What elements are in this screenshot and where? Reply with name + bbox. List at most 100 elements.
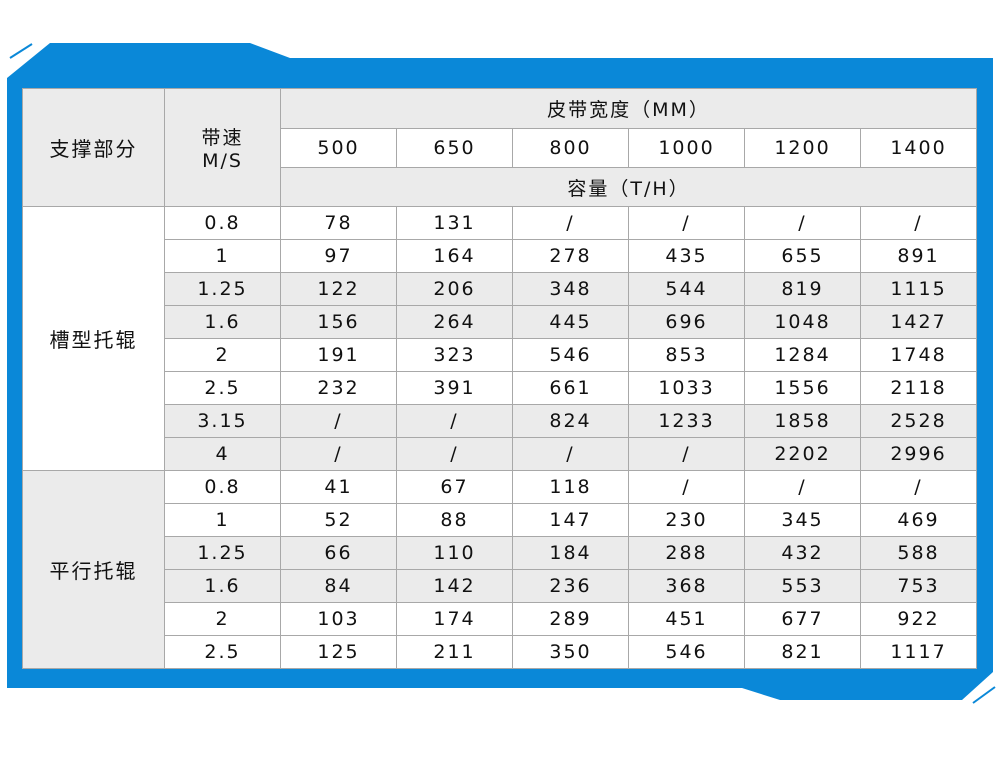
speed-cell: 2 [164,338,281,372]
capacity-header: 容量（T/H） [280,167,977,207]
belt-width-header: 皮带宽度（MM） [280,88,977,129]
capacity-cell: 131 [396,206,513,240]
capacity-cell: 88 [396,503,513,537]
speed-cell: 2 [164,602,281,636]
capacity-cell: 142 [396,569,513,603]
table-row: 1 97 164 278 435 655 891 [23,239,977,273]
capacity-cell: 278 [512,239,629,273]
width-header-cell: 1200 [744,128,861,168]
capacity-cell: 323 [396,338,513,372]
width-header-cell: 1000 [628,128,745,168]
speed-cell: 1.6 [164,305,281,339]
capacity-cell: 289 [512,602,629,636]
capacity-cell: 110 [396,536,513,570]
capacity-cell: 41 [280,470,397,504]
speed-header: 带速 M/S [164,88,281,207]
group-label: 槽型托辊 [22,206,165,471]
table-row: 2.5 125 211 350 546 821 1117 [23,635,977,669]
capacity-cell: 824 [512,404,629,438]
speed-header-line1: 带速 [201,127,244,149]
capacity-cell: 164 [396,239,513,273]
capacity-cell: 232 [280,371,397,405]
capacity-cell: 2528 [860,404,977,438]
capacity-cell: 1748 [860,338,977,372]
capacity-cell: 206 [396,272,513,306]
capacity-cell: / [744,206,861,240]
capacity-cell: 103 [280,602,397,636]
capacity-cell: 67 [396,470,513,504]
capacity-cell: 97 [280,239,397,273]
capacity-cell: 1284 [744,338,861,372]
table-row: 平行托辊 0.8 41 67 118// / [22,470,977,669]
capacity-cell: 345 [744,503,861,537]
capacity-cell: 432 [744,536,861,570]
capacity-cell: 2996 [860,437,977,471]
capacity-cell: 156 [280,305,397,339]
capacity-cell: / [744,470,861,504]
capacity-cell: 174 [396,602,513,636]
table-row: 槽型托辊 0.8 78 131// / / [22,206,977,471]
capacity-cell: 546 [628,635,745,669]
speed-cell: 1.25 [164,536,281,570]
speed-cell: 3.15 [164,404,281,438]
capacity-cell: / [512,206,629,240]
capacity-cell: 78 [280,206,397,240]
capacity-cell: 753 [860,569,977,603]
table-row: 1.6 84 142 236 368 553 753 [23,569,977,603]
capacity-cell: / [860,206,977,240]
capacity-cell: 184 [512,536,629,570]
capacity-cell: 368 [628,569,745,603]
table-row: 2 191 323 546 853 1284 1748 [23,338,977,372]
speed-cell: 2.5 [164,635,281,669]
speed-cell: 1 [164,503,281,537]
capacity-cell: 1117 [860,635,977,669]
decor-line-top-left [9,43,33,59]
capacity-cell: 147 [512,503,629,537]
capacity-cell: 435 [628,239,745,273]
capacity-cell: 891 [860,239,977,273]
capacity-cell: / [628,470,745,504]
capacity-cell: 125 [280,635,397,669]
capacity-cell: 52 [280,503,397,537]
capacity-cell: 1033 [628,371,745,405]
capacity-cell: 1427 [860,305,977,339]
width-header-cell: 800 [512,128,629,168]
capacity-cell: 553 [744,569,861,603]
capacity-cell: 451 [628,602,745,636]
capacity-cell: 922 [860,602,977,636]
capacity-cell: 66 [280,536,397,570]
capacity-cell: 191 [280,338,397,372]
capacity-cell: 350 [512,635,629,669]
table-row: 2 103 174 289 451 677 922 [23,602,977,636]
support-header: 支撑部分 [22,88,165,207]
capacity-cell: / [396,437,513,471]
capacity-cell: 661 [512,371,629,405]
speed-header-line2: M/S [202,150,243,172]
speed-cell: 0.8 [164,470,281,504]
speed-cell: 4 [164,437,281,471]
capacity-cell: 348 [512,272,629,306]
capacity-cell: / [628,437,745,471]
capacity-cell: 544 [628,272,745,306]
width-header-cell: 650 [396,128,513,168]
capacity-cell: 84 [280,569,397,603]
table-row: 2.5 232 391 661 1033 1556 2118 [23,371,977,405]
table-row: 1.25 122 206 348 544 819 1115 [23,272,977,306]
table-row: 4// //2202 2996 [23,437,977,471]
capacity-cell: 118 [512,470,629,504]
capacity-cell: 236 [512,569,629,603]
capacity-cell: / [396,404,513,438]
group-label: 平行托辊 [22,470,165,669]
capacity-cell: 696 [628,305,745,339]
width-header-cell: 1400 [860,128,977,168]
capacity-cell: 588 [860,536,977,570]
capacity-cell: 264 [396,305,513,339]
table-row: 1 52 88 147 230 345 469 [23,503,977,537]
capacity-cell: 1556 [744,371,861,405]
capacity-cell: / [280,404,397,438]
speed-cell: 1 [164,239,281,273]
capacity-cell: / [860,470,977,504]
capacity-cell: / [280,437,397,471]
capacity-cell: 445 [512,305,629,339]
capacity-cell: 1233 [628,404,745,438]
